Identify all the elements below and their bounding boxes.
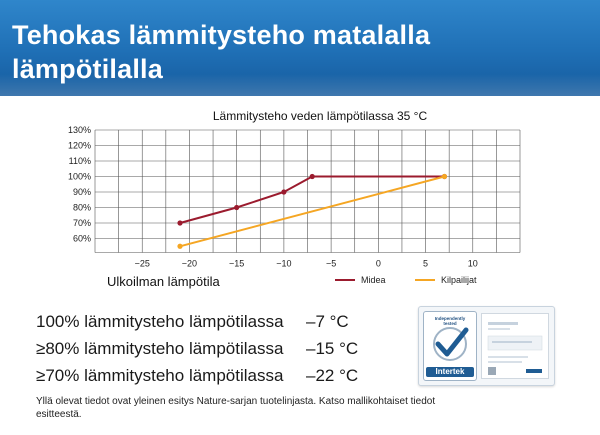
chart-svg: Lämmitysteho veden lämpötilassa 35 °C 60… [68, 109, 521, 289]
x-tick-label: −15 [229, 259, 244, 269]
x-tick-label: −10 [276, 259, 291, 269]
stat-temperature: –7 °C [306, 312, 349, 331]
series-line-kilpailijat [179, 175, 445, 248]
y-tick-label: 70% [73, 218, 91, 228]
y-tick-label: 60% [73, 234, 91, 244]
chart-title: Lämmitysteho veden lämpötilassa 35 °C [213, 109, 428, 123]
chart-series [177, 173, 448, 249]
y-tick-label: 90% [73, 187, 91, 197]
data-point-midea [234, 204, 240, 211]
y-axis-ticks: 60% 70% 80% 90% 100% 110% 120% 130% [68, 125, 91, 244]
stat-temperature: –22 °C [306, 366, 359, 385]
data-point-midea [177, 220, 183, 226]
stat-line: ≥70% lämmitysteho lämpötilassa –22 °C [36, 364, 416, 387]
intertek-logo: Intertek [426, 367, 474, 377]
page-title: Tehokas lämmitysteho matalalla lämpötila… [12, 20, 431, 84]
y-tick-label: 130% [68, 125, 91, 135]
y-tick-label: 110% [69, 156, 91, 166]
data-point-kilpailijat [441, 173, 448, 180]
stat-line: 100% lämmitysteho lämpötilassa –7 °C [36, 310, 416, 333]
series-line-midea [179, 175, 445, 224]
x-axis-label: Ulkoilman lämpötila [107, 274, 220, 289]
certificate-document-icon [481, 313, 549, 379]
badge-tested-text: Independently tested [434, 316, 466, 326]
y-tick-label: 100% [68, 172, 91, 182]
stats-list: 100% lämmitysteho lämpötilassa –7 °C ≥80… [36, 310, 416, 391]
chart-container: Lämmitysteho veden lämpötilassa 35 °C 60… [40, 104, 570, 294]
checkmark-icon [433, 327, 469, 361]
legend-label: Kilpailijat [441, 275, 477, 285]
chart-grid [94, 129, 521, 253]
chart-legend: Midea Kilpailijat [335, 275, 477, 285]
legend-label: Midea [361, 275, 386, 285]
stat-text: 100% lämmitysteho lämpötilassa [36, 312, 284, 331]
x-tick-label: −20 [182, 259, 197, 269]
x-tick-label: 5 [423, 259, 428, 269]
data-point-midea [309, 173, 315, 180]
x-tick-label: 10 [468, 259, 478, 269]
x-tick-label: −5 [326, 259, 336, 269]
data-point-midea [281, 189, 287, 195]
intertek-seal: Independently tested Intertek [423, 311, 477, 381]
stat-text: ≥70% lämmitysteho lämpötilassa [36, 366, 284, 385]
header-banner: Tehokas lämmitysteho matalalla lämpötila… [0, 0, 600, 96]
x-tick-label: 0 [376, 259, 381, 269]
x-tick-label: −25 [135, 259, 150, 269]
stat-line: ≥80% lämmitysteho lämpötilassa –15 °C [36, 337, 416, 360]
y-tick-label: 80% [73, 203, 91, 213]
y-tick-label: 120% [68, 141, 91, 151]
data-point-kilpailijat [177, 243, 183, 249]
certification-badge: Independently tested Intertek [418, 306, 555, 386]
footnote: Yllä olevat tiedot ovat yleinen esitys N… [36, 396, 436, 420]
stat-text: ≥80% lämmitysteho lämpötilassa [36, 339, 284, 358]
stat-temperature: –15 °C [306, 339, 359, 358]
x-axis-ticks: −25 −20 −15 −10 −5 0 5 10 [135, 259, 478, 269]
